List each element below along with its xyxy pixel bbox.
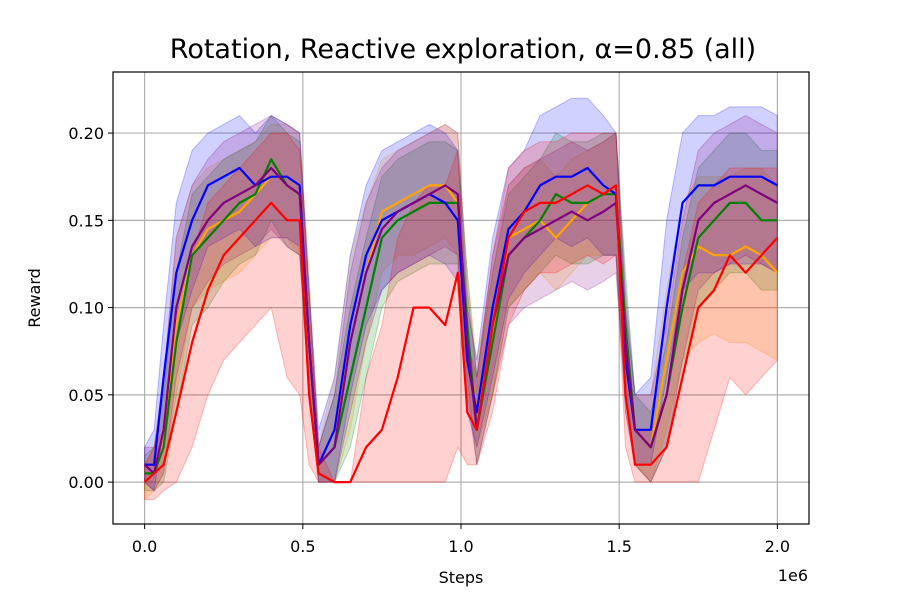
chart-title: Rotation, Reactive exploration, α=0.85 (… [170,34,756,65]
series-line-3 [143,166,778,475]
x-tick-label: 2.0 [765,537,790,556]
grid [113,72,809,524]
series-lines [143,158,779,484]
y-axis-label: Reward [25,268,44,328]
x-axis-ticks: 0.0 0.5 1.0 1.5 2.0 [132,524,790,556]
x-tick-label: 1.0 [448,537,473,556]
y-tick-label: 0.20 [68,124,104,143]
x-axis-label: Steps [439,568,484,587]
y-tick-label: 0.10 [68,299,104,318]
x-tick-label: 1.5 [606,537,631,556]
y-axis-ticks: 0.00 0.05 0.10 0.15 0.20 [68,124,113,492]
series-line-2 [144,166,778,466]
x-offset-label: 1e6 [778,566,808,585]
y-tick-label: 0.15 [68,211,104,230]
y-tick-label: 0.00 [68,473,104,492]
series-line-4 [143,184,779,484]
x-tick-label: 0.0 [132,537,157,556]
x-tick-label: 0.5 [290,537,315,556]
y-tick-label: 0.05 [68,386,104,405]
